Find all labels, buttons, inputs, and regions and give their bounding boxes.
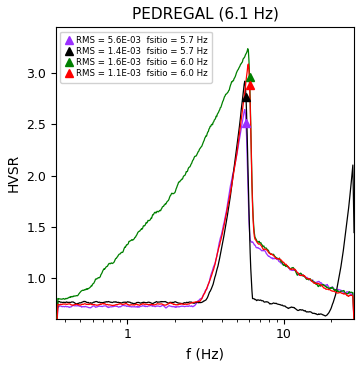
- Legend: RMS = 5.6E-03  fsitio = 5.7 Hz, RMS = 1.4E-03  fsitio = 5.7 Hz, RMS = 1.6E-03  f: RMS = 5.6E-03 fsitio = 5.7 Hz, RMS = 1.4…: [60, 32, 212, 83]
- Title: PEDREGAL (6.1 Hz): PEDREGAL (6.1 Hz): [132, 7, 279, 22]
- Y-axis label: HVSR: HVSR: [7, 154, 21, 192]
- X-axis label: f (Hz): f (Hz): [186, 347, 224, 361]
